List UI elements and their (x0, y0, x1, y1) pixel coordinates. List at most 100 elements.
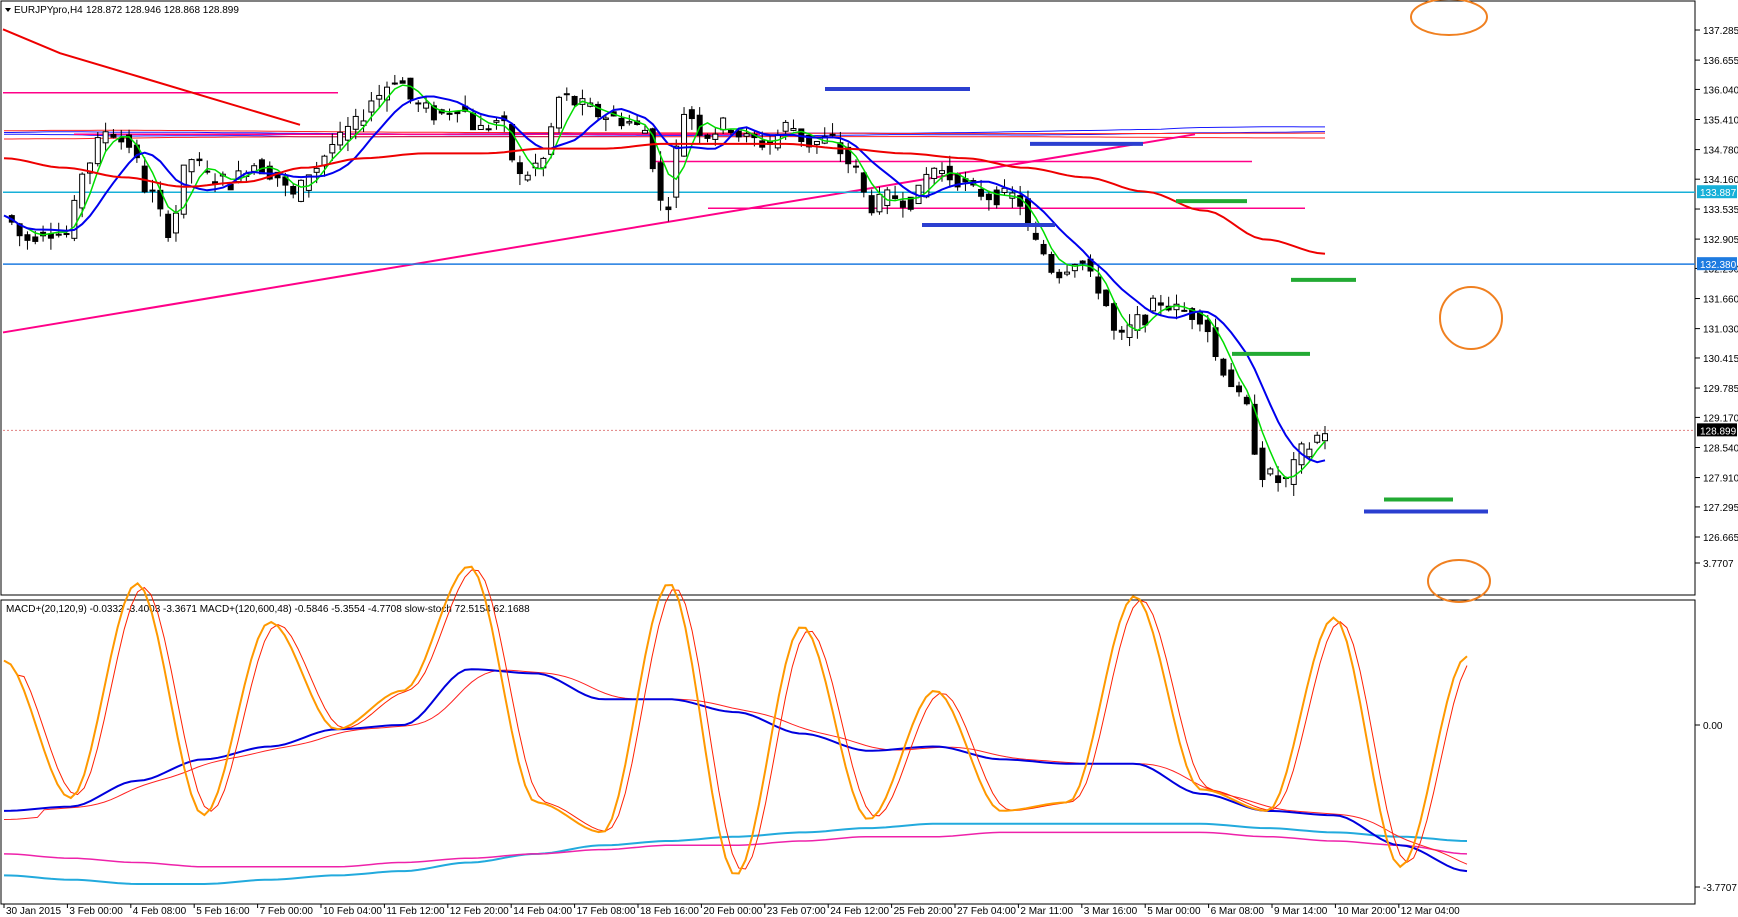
candle-body (806, 134, 813, 148)
price-axis: 137.285 136.655 136.040 135.410 134.780 134.1… (1695, 26, 1738, 544)
indicator-tick-label: -3.7707 (1703, 883, 1737, 894)
time-tick-label: 3 Mar 16:00 (1084, 906, 1138, 917)
candle-body (196, 158, 203, 162)
candle-body (1251, 403, 1258, 455)
candle-body (790, 127, 797, 131)
bollinger-upper-blue (4, 131, 1325, 138)
price-tag-label: 128.899 (1700, 426, 1737, 437)
candle-body (63, 233, 70, 236)
candle-body (1118, 329, 1125, 333)
candle-body (712, 133, 719, 140)
candle-body (665, 206, 672, 211)
ma-mid-blue (3, 95, 1326, 464)
candle-body (1157, 302, 1164, 306)
candle-body (892, 195, 899, 199)
time-tick-label: 25 Feb 20:00 (894, 906, 953, 917)
indicator-tick-label: 3.7707 (1703, 559, 1734, 570)
candle-body (1204, 319, 1211, 333)
candle-body (384, 86, 391, 101)
candle-body (485, 128, 492, 131)
time-tick-label: 11 Feb 12:00 (386, 906, 445, 917)
time-tick-label: 12 Feb 20:00 (450, 906, 509, 917)
price-tick-label: 134.780 (1703, 146, 1738, 157)
time-tick-label: 24 Feb 12:00 (830, 906, 889, 917)
candle-body (290, 186, 297, 195)
time-tick-label: 2 Mar 11:00 (1020, 906, 1073, 917)
macd-signal-red (3, 669, 1468, 865)
candle-body (688, 109, 695, 120)
highlight-circle (1410, 0, 1488, 36)
ma-slow-red-left (2, 28, 301, 126)
ma-fast-green (3, 84, 1326, 479)
candle-body (1134, 314, 1141, 331)
candle-body (469, 112, 476, 131)
collapse-triangle-icon[interactable] (5, 8, 11, 12)
candle-body (641, 129, 648, 134)
candle-body (102, 131, 109, 144)
candle-body (993, 189, 1000, 206)
oscillator-lines (3, 565, 1468, 885)
candle-body (1071, 264, 1078, 272)
candle-body (180, 164, 187, 215)
time-tick-label: 12 Mar 04:00 (1401, 906, 1460, 917)
time-axis: 30 Jan 2015 3 Feb 00:00 4 Feb 08:00 5 Feb 1… (3, 904, 1460, 917)
price-tick-label: 134.160 (1703, 175, 1738, 186)
time-tick-label: 9 Mar 14:00 (1274, 906, 1328, 917)
candle-body (1024, 198, 1031, 225)
time-tick-label: 17 Feb 08:00 (577, 906, 636, 917)
time-tick-label: 6 Mar 08:00 (1211, 906, 1265, 917)
bollinger-bands (4, 126, 1325, 140)
price-tick-label: 136.655 (1703, 56, 1738, 67)
candle-body (305, 174, 312, 191)
highlight-circle (1427, 559, 1491, 603)
price-tag (1697, 257, 1737, 271)
price-tag-label: 133.887 (1700, 188, 1737, 199)
stoch-signal-red (3, 569, 1468, 870)
candle-body (1032, 232, 1039, 240)
long-macd-magenta (3, 831, 1468, 868)
trendline (2, 133, 1196, 334)
candle-body (853, 165, 860, 168)
candle-body (1064, 271, 1071, 275)
envelope-lower-red (4, 129, 1325, 135)
indicator-pane[interactable] (0, 599, 1696, 905)
candle-body (24, 234, 31, 241)
candle-body (704, 134, 711, 139)
candle-body (649, 128, 656, 170)
price-tick-label: 137.285 (1703, 26, 1738, 37)
candle-body (391, 82, 398, 85)
price-tick-label: 135.410 (1703, 116, 1738, 127)
ohlc-readout: 128.872 128.946 128.868 128.899 (86, 5, 239, 16)
price-tick-label: 136.040 (1703, 85, 1738, 96)
price-tick-label: 130.415 (1703, 354, 1738, 365)
time-tick-label: 20 Feb 00:00 (703, 906, 762, 917)
time-tick-label: 7 Feb 00:00 (260, 906, 314, 917)
price-pane[interactable] (0, 0, 1696, 596)
candle-body (86, 162, 93, 174)
long-macd-cyan (3, 822, 1468, 885)
candle-body (47, 233, 54, 239)
candle-body (595, 103, 602, 118)
candle-body (1181, 309, 1188, 312)
candle-body (258, 159, 265, 175)
candle-body (423, 102, 430, 109)
time-tick-label: 3 Feb 00:00 (69, 906, 123, 917)
indicator-axis: 3.7707 0.00 -3.7707 (1695, 559, 1737, 894)
candle-body (118, 137, 125, 143)
candle-body (743, 133, 750, 137)
candle-body (626, 121, 633, 124)
price-tick-label: 131.660 (1703, 295, 1738, 306)
candle-body (1275, 475, 1282, 484)
macd-blue (3, 668, 1468, 873)
candle-body (1290, 459, 1297, 485)
time-tick-label: 10 Mar 20:00 (1337, 906, 1396, 917)
price-tag (1697, 423, 1737, 437)
ma-slow-red (3, 142, 1326, 255)
candle-body (602, 117, 609, 120)
candle-body (555, 96, 562, 129)
candle-body (94, 137, 101, 165)
support-resistance-levels (2, 92, 1695, 431)
candle-body (446, 112, 453, 115)
candle-body (899, 200, 906, 208)
